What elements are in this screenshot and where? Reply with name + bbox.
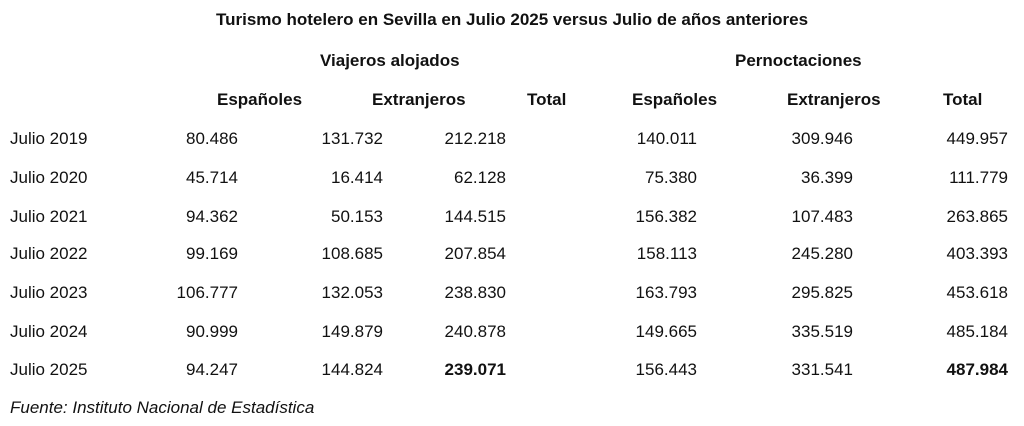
row-label: Julio 2025 <box>10 360 88 379</box>
table-cell: 163.793 <box>635 283 697 302</box>
table-cell: 309.946 <box>791 129 853 148</box>
table-cell: 331.541 <box>791 360 853 379</box>
table-cell: 240.878 <box>444 322 506 341</box>
table-cell: 449.957 <box>946 129 1008 148</box>
table-cell: 239.071 <box>444 360 506 379</box>
table-cell: 94.247 <box>186 360 238 379</box>
table-cell: 335.519 <box>791 322 853 341</box>
table-cell: 111.779 <box>949 168 1008 187</box>
table-cell: 50.153 <box>331 207 383 226</box>
table-cell: 158.113 <box>636 244 697 263</box>
table-cell: 207.854 <box>444 244 506 263</box>
table-cell: 149.879 <box>321 322 383 341</box>
table-cell: 263.865 <box>946 207 1008 226</box>
source-note: Fuente: Instituto Nacional de Estadístic… <box>10 398 315 417</box>
table-cell: 212.218 <box>444 129 506 148</box>
table-cell: 144.824 <box>321 360 383 379</box>
table-cell: 45.714 <box>186 168 238 187</box>
table-cell: 487.984 <box>946 360 1008 379</box>
column-header: Españoles <box>632 90 718 109</box>
table-cell: 99.169 <box>186 244 238 263</box>
table-cell: 453.618 <box>946 283 1008 302</box>
table-cell: 403.393 <box>946 244 1008 263</box>
column-header: Total <box>943 90 983 109</box>
table-cell: 295.825 <box>791 283 853 302</box>
table-cell: 132.053 <box>321 283 383 302</box>
table-cell: 75.380 <box>645 168 697 187</box>
table-cell: 108.685 <box>321 244 383 263</box>
column-header: Españoles <box>217 90 303 109</box>
table-cell: 94.362 <box>186 207 238 226</box>
table-title: Turismo hotelero en Sevilla en Julio 202… <box>215 10 809 29</box>
column-header: Extranjeros <box>787 90 881 109</box>
row-label: Julio 2020 <box>10 168 88 187</box>
table-cell: 62.128 <box>454 168 506 187</box>
group-header-viajeros: Viajeros alojados <box>320 51 460 70</box>
table-cell: 144.515 <box>444 207 506 226</box>
table-cell: 16.414 <box>331 168 383 187</box>
column-header: Total <box>527 90 567 109</box>
table-cell: 485.184 <box>946 322 1008 341</box>
table-cell: 36.399 <box>801 168 853 187</box>
row-label: Julio 2021 <box>10 207 88 226</box>
row-label: Julio 2019 <box>10 129 88 148</box>
table-cell: 238.830 <box>444 283 506 302</box>
table-cell: 80.486 <box>186 129 238 148</box>
table-cell: 107.483 <box>791 207 853 226</box>
column-header: Extranjeros <box>372 90 466 109</box>
table-cell: 131.732 <box>321 129 383 148</box>
row-label: Julio 2022 <box>10 244 88 263</box>
table-cell: 140.011 <box>636 129 697 148</box>
row-label: Julio 2023 <box>10 283 88 302</box>
table-cell: 245.280 <box>791 244 853 263</box>
table-cell: 90.999 <box>186 322 238 341</box>
table-cell: 149.665 <box>635 322 697 341</box>
table-cell: 156.382 <box>635 207 697 226</box>
row-label: Julio 2024 <box>10 322 88 341</box>
table-cell: 156.443 <box>635 360 697 379</box>
table-cell: 106.777 <box>176 283 238 302</box>
group-header-pernoctaciones: Pernoctaciones <box>735 51 862 70</box>
